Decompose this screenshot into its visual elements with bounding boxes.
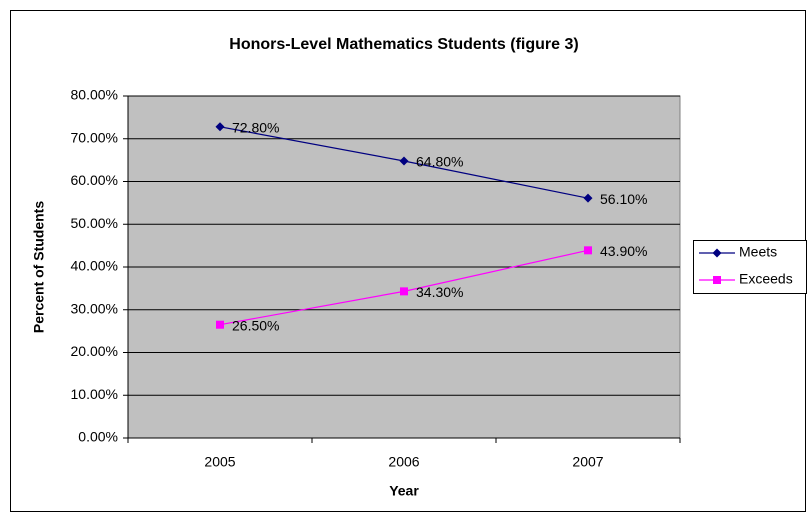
y-tick-label: 80.00% <box>71 87 118 103</box>
y-tick-label: 50.00% <box>71 215 118 231</box>
marker <box>215 122 225 132</box>
x-axis-label: Year <box>389 483 419 499</box>
x-tick-label: 2007 <box>572 454 603 470</box>
data-label: 64.80% <box>416 154 463 170</box>
marker <box>584 246 592 255</box>
legend-box <box>693 240 807 294</box>
data-label: 34.30% <box>416 284 463 300</box>
chart-title: Honors-Level Mathematics Students (figur… <box>229 36 578 53</box>
y-axis-label: Percent of Students <box>31 201 47 333</box>
marker <box>216 320 224 329</box>
legend-label: Exceeds <box>739 271 793 287</box>
y-tick-label: 30.00% <box>71 300 118 316</box>
legend-label: Meets <box>739 244 777 260</box>
y-tick-label: 40.00% <box>71 258 118 274</box>
marker <box>400 287 408 296</box>
y-tick-label: 60.00% <box>71 172 118 188</box>
data-label: 26.50% <box>232 317 279 333</box>
marker <box>712 248 722 258</box>
x-tick-label: 2005 <box>204 454 235 470</box>
data-label: 43.90% <box>600 243 647 259</box>
y-tick-label: 70.00% <box>71 129 118 145</box>
data-label: 56.10% <box>600 191 647 207</box>
marker <box>713 276 721 284</box>
marker <box>583 193 593 203</box>
data-label: 72.80% <box>232 119 279 135</box>
y-tick-label: 10.00% <box>71 386 118 402</box>
y-tick-label: 20.00% <box>71 343 118 359</box>
x-tick-label: 2006 <box>388 454 419 470</box>
y-tick-label: 0.00% <box>78 429 118 445</box>
marker <box>399 156 409 166</box>
